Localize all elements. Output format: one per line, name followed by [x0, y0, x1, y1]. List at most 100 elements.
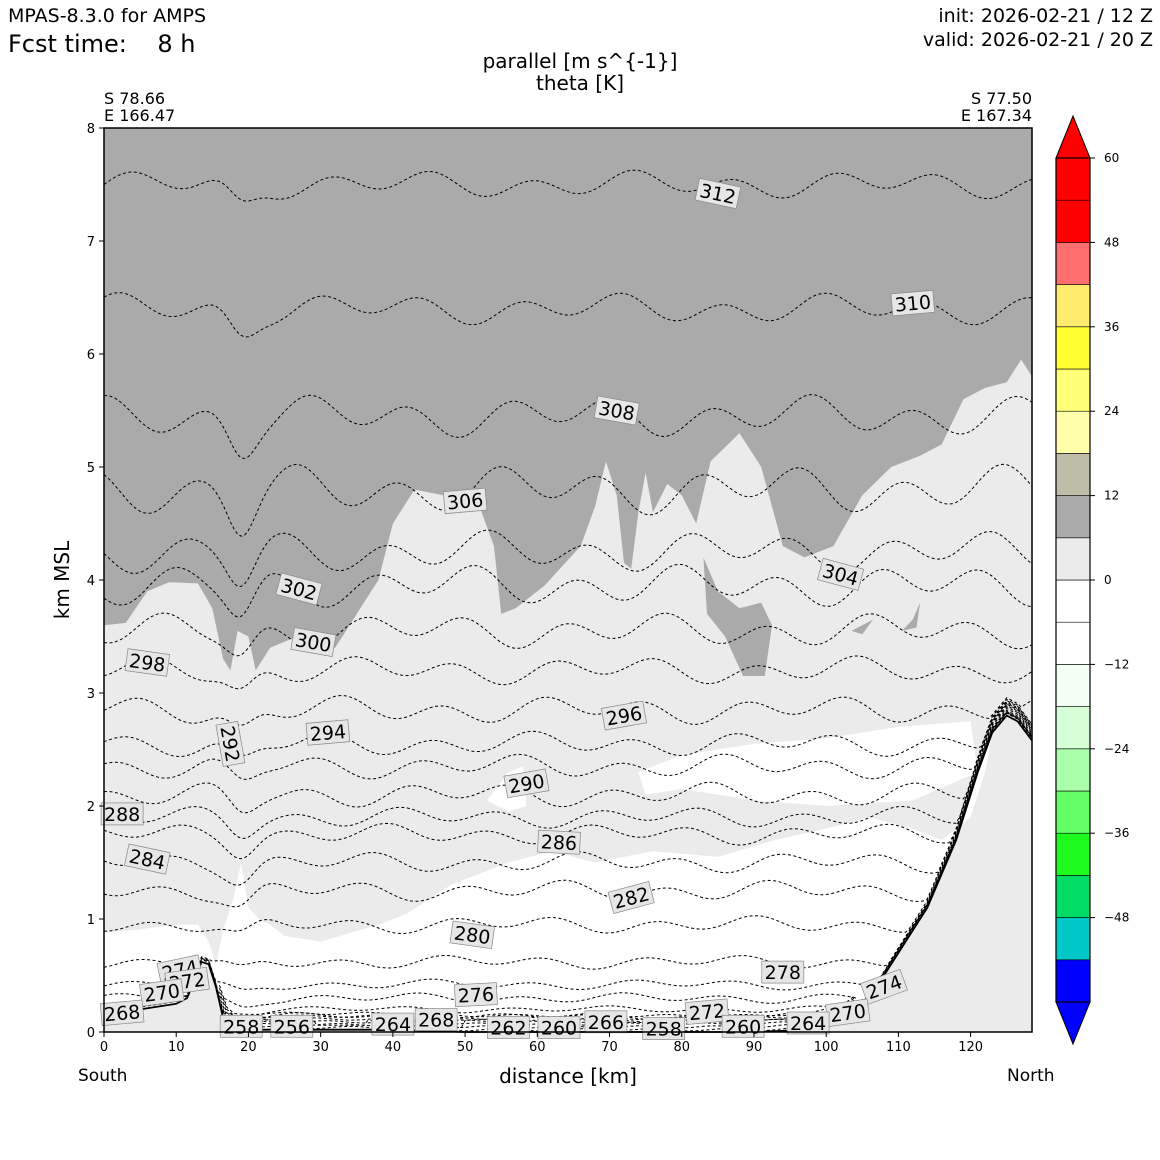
colorbar-segment-8: [1055, 621, 1091, 665]
colorbar-segment-10: [1055, 537, 1091, 581]
contour-label-310: 310: [890, 289, 936, 317]
x-tick-label-60: 60: [529, 1040, 546, 1055]
contour-label-extra-10: 258: [219, 1014, 263, 1038]
contour-label-276-box: [453, 982, 498, 1008]
contour-label-288-box: [100, 802, 144, 826]
contour-label-284-box: [124, 843, 171, 875]
x-tick-label-120: 120: [958, 1040, 983, 1055]
colorbar-tick-label-1: −36: [1104, 826, 1129, 840]
contour-label-298-box: [124, 648, 171, 677]
contour-label-290: 290: [503, 768, 550, 798]
contour-label-302-box: [275, 572, 323, 606]
contour-label-296-box: [601, 700, 647, 731]
y-tick-label-5: 5: [87, 461, 95, 476]
colorbar-segment-13: [1055, 410, 1091, 454]
theta-contour-282: [103, 706, 1033, 908]
dark-patch-1: [902, 602, 921, 631]
contour-label-extra-8-box: [537, 1016, 581, 1039]
theta-contour-292: [103, 699, 1033, 780]
contour-label-extra-11: 258: [642, 1017, 686, 1041]
x-tick-label-10: 10: [168, 1040, 185, 1055]
colorbar-tick-label-5: 12: [1104, 489, 1119, 503]
contour-label-extra-2-text: 270: [828, 1000, 867, 1027]
theta-contours: [103, 169, 1033, 1032]
contour-label-extra-3-text: 268: [418, 1010, 454, 1032]
contour-label-extra-8-text: 260: [541, 1018, 577, 1040]
contour-label-286-box: [537, 829, 581, 855]
y-tick-label-8: 8: [87, 122, 95, 137]
contour-label-extra-0-box: [860, 968, 908, 1005]
colorbar-segment-1: [1055, 917, 1091, 961]
chart-title: parallel [m s^{-1}]: [482, 49, 678, 73]
contour-label-extra-1-box: [684, 998, 730, 1025]
south-label: South: [78, 1066, 128, 1086]
colorbar-tick-label-6: 24: [1104, 404, 1119, 418]
theta-contour-312: [103, 169, 1033, 202]
contour-label-306: 306: [442, 487, 488, 515]
colorbar-segment-19: [1055, 157, 1091, 201]
contour-label-extra-7-box: [487, 1016, 530, 1039]
contour-label-308: 308: [593, 395, 640, 426]
contour-label-296: 296: [601, 700, 647, 731]
contour-label-280-text: 280: [453, 922, 492, 949]
colorbar-segment-9: [1055, 579, 1091, 623]
contour-label-extra-12-text: 256: [274, 1016, 310, 1038]
y-tick-label-6: 6: [87, 348, 95, 363]
left-end-lat: S 78.66: [104, 89, 166, 108]
contour-label-286-text: 286: [540, 831, 577, 855]
surface-contour-5: [219, 985, 856, 1018]
contour-label-292: 292: [215, 720, 246, 767]
contour-label-288: 288: [100, 802, 144, 826]
contour-label-276: 276: [453, 982, 498, 1008]
contour-label-308-box: [593, 395, 640, 426]
axes: 0 10 20 30 40 50 60 70 80 90 100 110 120 0 1 2 3 4 5 6 7 8: [87, 122, 1033, 1055]
contour-label-extra-4-text: 266: [588, 1012, 624, 1034]
contour-label-extra-5-text: 264: [375, 1014, 411, 1036]
shading-layer: [104, 128, 1032, 1032]
contour-label-extra-11-text: 258: [646, 1019, 682, 1041]
contour-label-268-box: [99, 999, 145, 1026]
colorbar-segment-3: [1055, 832, 1091, 876]
left-end-lon: E 166.47: [104, 106, 176, 125]
theta-contour-308: [103, 394, 1033, 460]
x-tick-label-90: 90: [746, 1040, 763, 1055]
contour-label-extra-8: 260: [537, 1016, 581, 1040]
colorbar-extend-under: [1055, 1001, 1091, 1046]
theta-contour-274: [103, 711, 1033, 1008]
init-time: init: 2026-02-21 / 12 Z: [938, 5, 1153, 27]
colorbar-segment-6: [1055, 706, 1091, 750]
contour-label-284: 284: [124, 843, 171, 875]
colorbar-segment-18: [1055, 199, 1091, 243]
x-tick-label-40: 40: [385, 1040, 402, 1055]
surface-contour-1: [219, 998, 856, 1029]
theta-contour-286: [103, 703, 1033, 860]
contour-label-292-box: [215, 720, 246, 767]
theta-contour-302: [103, 563, 1033, 618]
contour-label-extra-11-box: [642, 1017, 686, 1040]
contour-label-270-box: [139, 978, 185, 1007]
contour-label-278-box: [761, 960, 805, 984]
theta-contour-288: [103, 702, 1033, 839]
x-axis-label: distance [km]: [499, 1064, 637, 1088]
x-tick-label-20: 20: [240, 1040, 257, 1055]
contour-label-310-text: 310: [894, 292, 932, 317]
colorbar-extend-over: [1055, 114, 1091, 159]
contour-label-extra-4-box: [584, 1010, 628, 1034]
contour-label-extra-6-box: [786, 1011, 830, 1035]
contour-label-306-box: [442, 487, 488, 515]
x-tick-label-110: 110: [886, 1040, 911, 1055]
y-tick-label-2: 2: [87, 800, 95, 815]
theta-contour-298: [103, 655, 1033, 690]
contour-label-306-text: 306: [446, 489, 484, 514]
contour-label-278: 278: [761, 960, 805, 984]
surface-contour-0: [219, 1000, 856, 1032]
colorbar-segment-12: [1055, 453, 1091, 496]
x-tick-label-50: 50: [457, 1040, 474, 1055]
white-region-0: [104, 732, 993, 1032]
theta-contour-290: [103, 701, 1033, 814]
colorbar-tick-label-4: 0: [1104, 573, 1112, 587]
contour-label-extra-12: 256: [270, 1014, 314, 1038]
x-tick-label-100: 100: [814, 1040, 839, 1055]
theta-contour-278: [103, 709, 1033, 970]
